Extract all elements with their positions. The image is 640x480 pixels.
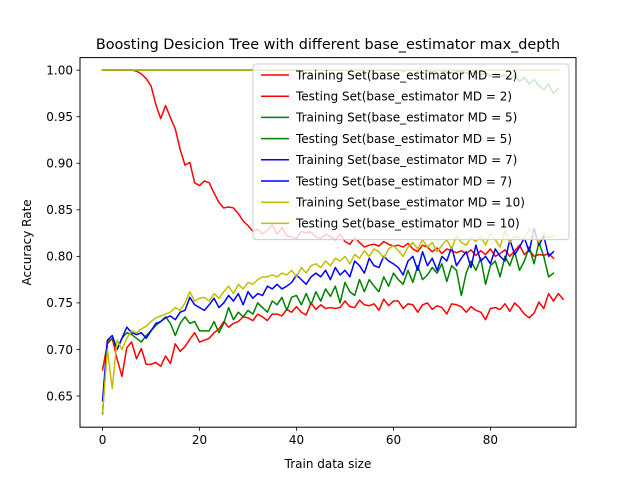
series-line-3 <box>101 241 555 415</box>
y-tick-label: 0.65 <box>46 389 73 403</box>
y-tick-label: 0.85 <box>46 203 73 217</box>
x-tick-label: 60 <box>386 433 401 447</box>
series-line-5 <box>101 227 555 402</box>
y-tick-label: 0.70 <box>46 343 73 357</box>
axes-frame <box>79 57 577 428</box>
legend-entry-label: Training Set(base_estimator MD = 7) <box>295 153 517 167</box>
legend-entry-label: Testing Set(base_estimator MD = 10) <box>295 217 520 231</box>
legend-entry-label: Testing Set(base_estimator MD = 7) <box>295 174 512 188</box>
legend-entry-label: Testing Set(base_estimator MD = 2) <box>295 90 512 104</box>
legend-box <box>252 63 570 241</box>
x-tick-label: 80 <box>483 433 498 447</box>
y-tick-label: 0.80 <box>46 250 73 264</box>
chart-title: Boosting Desicion Tree with different ba… <box>96 37 560 53</box>
legend-entry-label: Training Set(base_estimator MD = 10) <box>295 196 525 210</box>
legend-entry-label: Training Set(base_estimator MD = 2) <box>295 68 517 82</box>
x-axis-ticks: 0 20 40 60 80 <box>99 427 498 447</box>
legend-entry-label: Training Set(base_estimator MD = 5) <box>295 111 517 125</box>
x-tick-label: 20 <box>192 433 207 447</box>
y-tick-label: 0.90 <box>46 157 73 171</box>
series-line-1 <box>101 292 565 378</box>
x-tick-label: 40 <box>289 433 304 447</box>
y-tick-label: 0.95 <box>46 110 73 124</box>
x-tick-label: 0 <box>99 433 107 447</box>
legend-entry-label: Testing Set(base_estimator MD = 5) <box>295 132 512 146</box>
legend: Training Set(base_estimator MD = 2) Testi… <box>252 63 570 241</box>
x-axis-label: Train data size <box>284 457 372 471</box>
y-tick-label: 1.00 <box>46 63 73 77</box>
y-axis-ticks: 0.65 0.70 0.75 0.80 0.85 0.90 0.95 1.00 <box>46 63 80 403</box>
y-tick-label: 0.75 <box>46 296 73 310</box>
y-axis-label: Accuracy Rate <box>20 199 34 285</box>
